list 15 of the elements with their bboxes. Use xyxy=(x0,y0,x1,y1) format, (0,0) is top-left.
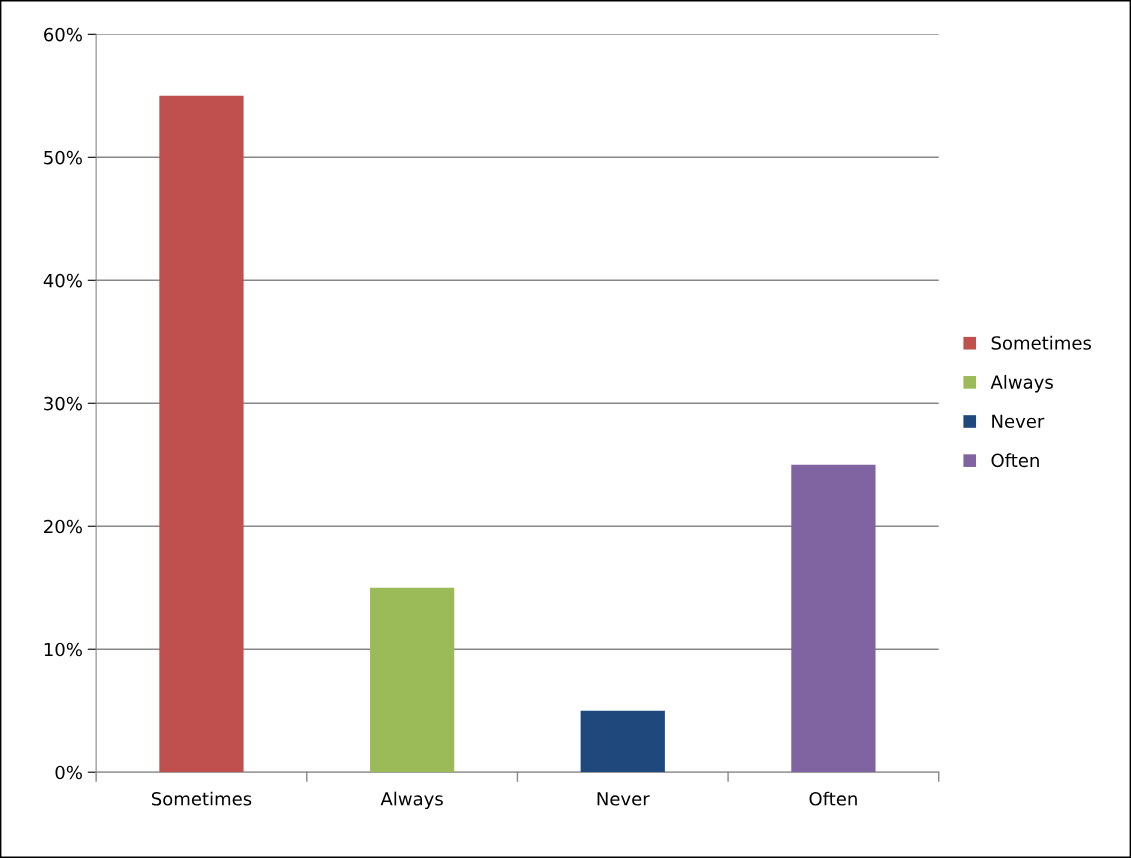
legend-label: Often xyxy=(991,453,1039,468)
x-tick-label: Always xyxy=(380,791,443,810)
x-tick-label: Often xyxy=(809,791,857,806)
x-tick-label: Never xyxy=(597,792,650,806)
y-tick-label: 10% xyxy=(44,642,82,657)
y-tick-label: 30% xyxy=(44,396,82,411)
legend-label: Sometimes xyxy=(991,335,1092,350)
y-tick-label: 0% xyxy=(55,765,82,780)
x-tick-label: Sometimes xyxy=(151,791,252,806)
y-tick-label: 20% xyxy=(44,519,82,534)
y-tick-label: 40% xyxy=(43,273,82,288)
legend-label: Always xyxy=(990,374,1053,393)
legend-label: Never xyxy=(992,414,1045,429)
y-tick-label: 60% xyxy=(44,27,82,42)
y-tick-label: 50% xyxy=(44,150,82,165)
